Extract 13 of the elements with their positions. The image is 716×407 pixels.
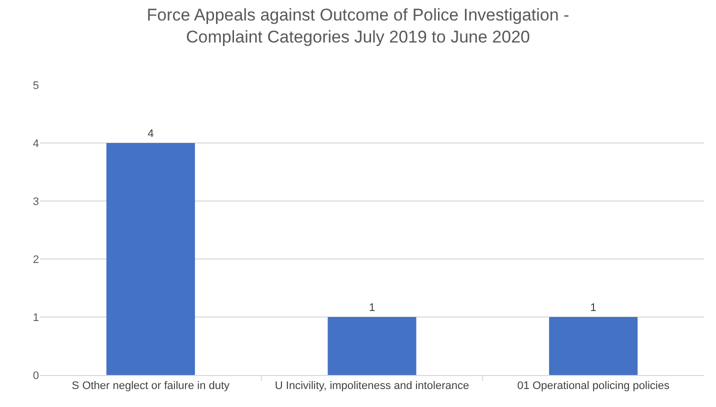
y-tick-label: 0 [32,370,39,382]
y-tick-label: 3 [32,196,39,208]
y-tick-label: 4 [32,138,39,150]
data-label: 1 [590,302,596,314]
x-tick-label: U Incivility, impoliteness and intolerance [274,380,470,392]
data-label: 4 [148,128,154,140]
x-tick-label: 01 Operational policing policies [517,380,670,392]
y-tick-label: 2 [32,254,39,266]
x-tick-label: S Other neglect or failure in duty [72,380,230,392]
y-tick-label: 1 [32,312,39,324]
chart-title: Force Appeals against Outcome of Police Investigation - Complaint Categories July 2019 to June 2020 [146,5,570,46]
y-tick-label: 5 [32,80,39,92]
data-label: 1 [368,302,376,314]
